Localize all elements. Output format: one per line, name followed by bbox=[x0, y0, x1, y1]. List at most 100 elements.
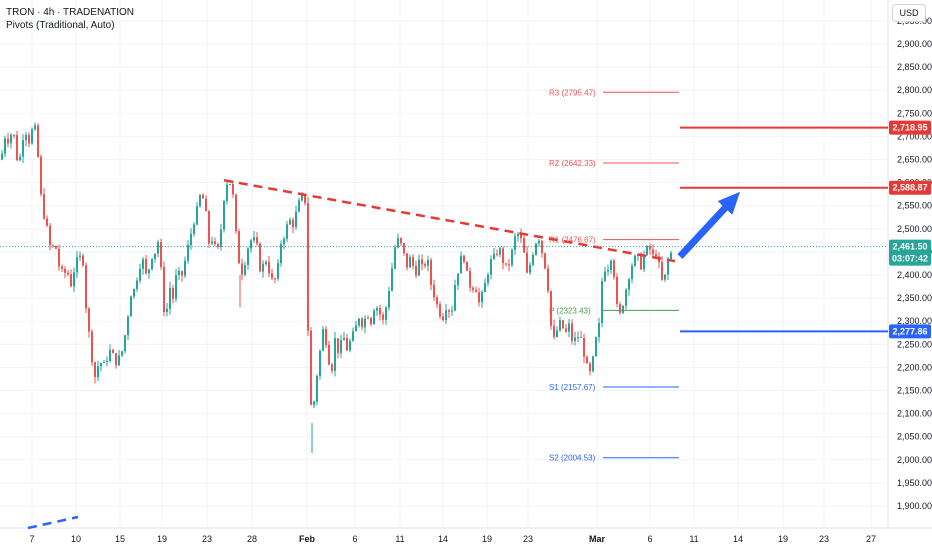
candle-body bbox=[502, 248, 504, 264]
date-tick-label: 23 bbox=[523, 534, 533, 544]
candle-body bbox=[568, 323, 570, 332]
candle-body bbox=[535, 243, 537, 255]
pivot-levels: R3 (2795.47) R2 (2642.33) R1 (2476.67) P (2… bbox=[549, 88, 679, 463]
candle-body bbox=[250, 240, 252, 249]
candle-body bbox=[592, 356, 594, 372]
candle-body bbox=[601, 281, 603, 323]
candle-body bbox=[118, 355, 120, 366]
candle-body bbox=[439, 304, 441, 317]
chart-legend: TRON · 4h · TRADENATION Pivots (Traditio… bbox=[6, 6, 134, 32]
candle-body bbox=[292, 219, 294, 228]
candle-body bbox=[298, 200, 300, 212]
pivot-label: R2 (2642.33) bbox=[549, 159, 596, 168]
candle-body bbox=[325, 329, 327, 345]
candle-body bbox=[220, 229, 222, 247]
candle-body bbox=[10, 134, 12, 144]
candle-body bbox=[595, 337, 597, 357]
pivot-label: P (2323.43) bbox=[549, 306, 591, 315]
candle-body bbox=[409, 256, 411, 268]
candle-body bbox=[274, 278, 276, 280]
candle-body bbox=[559, 320, 561, 331]
candle-body bbox=[184, 260, 186, 276]
candle-body bbox=[70, 274, 72, 287]
candle-body bbox=[175, 274, 177, 299]
price-tick-label: 2,400.00 bbox=[897, 270, 932, 280]
indicator-title[interactable]: Pivots (Traditional, Auto) bbox=[6, 20, 115, 31]
price-tag bbox=[889, 180, 931, 195]
candle-body bbox=[91, 331, 93, 363]
candle-body bbox=[241, 263, 243, 275]
price-axis[interactable]: 2,950.002,900.002,850.002,800.002,750.00… bbox=[897, 16, 932, 511]
price-tick-label: 2,100.00 bbox=[897, 409, 932, 419]
candle-body bbox=[424, 264, 426, 266]
candle-body bbox=[256, 237, 258, 244]
candle-body bbox=[430, 260, 432, 285]
candle-body bbox=[121, 351, 123, 356]
candle-body bbox=[226, 184, 228, 202]
candle-body bbox=[532, 254, 534, 265]
candle-body bbox=[103, 361, 105, 364]
candle-body bbox=[322, 329, 324, 351]
candle-body bbox=[337, 338, 339, 353]
candle-body bbox=[400, 238, 402, 244]
candle-body bbox=[538, 240, 540, 244]
candle-body bbox=[46, 218, 48, 226]
candle-body bbox=[391, 268, 393, 291]
horizontal-levels bbox=[0, 126, 888, 333]
candle-body bbox=[16, 135, 18, 161]
candle-body bbox=[553, 325, 555, 337]
candle-body bbox=[427, 260, 429, 266]
candle-body bbox=[565, 328, 567, 332]
candle-body bbox=[520, 234, 522, 239]
candle-body bbox=[415, 265, 417, 276]
candle-body bbox=[505, 263, 507, 265]
candle-body bbox=[265, 261, 267, 264]
price-tick-label: 2,800.00 bbox=[897, 85, 932, 95]
candle-body bbox=[529, 264, 531, 273]
candle-body bbox=[148, 269, 150, 274]
candle-body bbox=[61, 266, 63, 269]
date-tick-label: 6 bbox=[352, 534, 357, 544]
symbol-title[interactable]: TRON · 4h · TRADENATION bbox=[6, 7, 134, 18]
candle-body bbox=[412, 256, 414, 266]
candle-body bbox=[385, 307, 387, 320]
candle-body bbox=[259, 243, 261, 272]
candle-body bbox=[127, 316, 129, 336]
candle-body bbox=[25, 134, 27, 141]
candle-body bbox=[580, 337, 582, 339]
candle-body bbox=[355, 325, 357, 332]
candle-body bbox=[97, 366, 99, 378]
date-tick-label: 19 bbox=[482, 534, 492, 544]
candle-body bbox=[376, 308, 378, 311]
pivot-label: R3 (2795.47) bbox=[549, 88, 596, 97]
candle-body bbox=[403, 243, 405, 254]
candle-body bbox=[238, 231, 240, 264]
candle-body bbox=[268, 261, 270, 274]
candle-body bbox=[22, 140, 24, 157]
candle-body bbox=[136, 280, 138, 289]
candle-body bbox=[364, 318, 366, 328]
candle-body bbox=[58, 248, 60, 267]
candle-body bbox=[124, 335, 126, 352]
candle-body bbox=[514, 236, 516, 250]
candle-body bbox=[253, 237, 255, 241]
currency-button[interactable]: USD bbox=[892, 4, 926, 22]
candle-body bbox=[202, 194, 204, 199]
price-tick-label: 2,350.00 bbox=[897, 293, 932, 303]
candle-body bbox=[460, 255, 462, 274]
candle-body bbox=[49, 225, 51, 246]
candle-body bbox=[133, 288, 135, 297]
price-tag-label: 2,588.87 bbox=[892, 183, 927, 193]
candle-body bbox=[523, 238, 525, 253]
date-tick-label: 23 bbox=[819, 534, 829, 544]
candle-body bbox=[76, 257, 78, 273]
candle-body bbox=[85, 265, 87, 309]
candle-body bbox=[445, 310, 447, 320]
candle-body bbox=[574, 337, 576, 341]
price-tick-label: 2,900.00 bbox=[897, 39, 932, 49]
price-tick-label: 2,250.00 bbox=[897, 339, 932, 349]
candle-body bbox=[271, 273, 273, 279]
price-tick-label: 1,950.00 bbox=[897, 478, 932, 488]
time-axis[interactable]: 7 10 15 19 23 28 Feb 6 11 14 19 23 Mar 6 11 14 19 23 27 bbox=[29, 534, 876, 544]
